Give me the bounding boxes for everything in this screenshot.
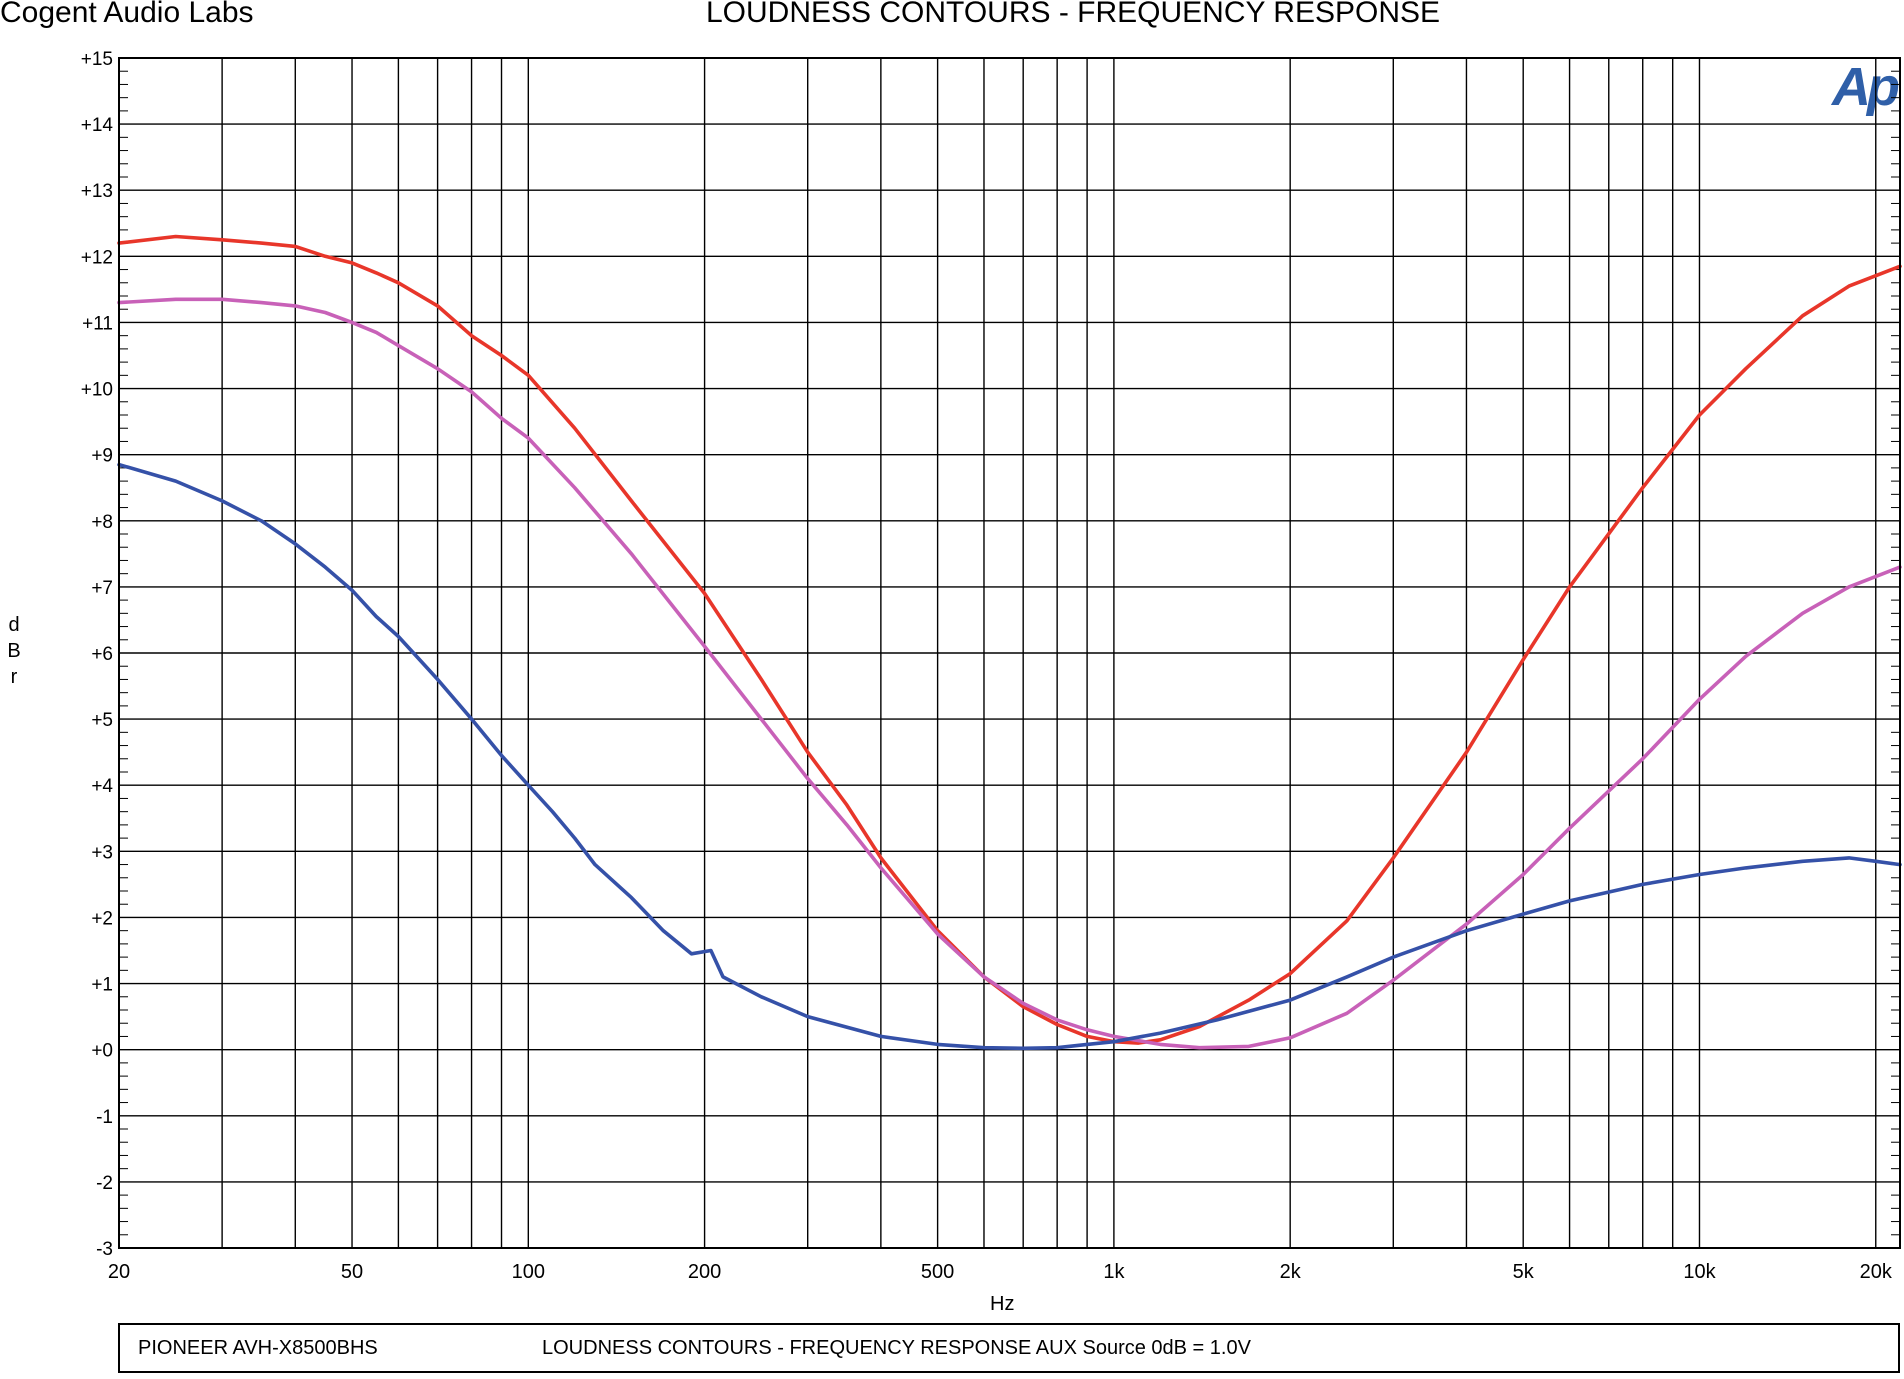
y-tick-label: +14 [81,115,114,136]
y-tick-label: +1 [91,975,113,996]
x-axis-label: Hz [990,1293,1015,1315]
x-tick-label: 50 [341,1261,363,1283]
y-tick-label: +11 [82,313,113,334]
x-tick-label: 2k [1280,1261,1302,1283]
series-lines [117,234,1902,1051]
x-tick-label: 100 [512,1261,545,1283]
series-line-2 [117,297,1902,1050]
plot-frame [118,57,1901,1249]
y-tick-label: +6 [91,644,113,665]
y-tick-label: +8 [91,512,113,533]
y-tick-label: -2 [96,1173,113,1194]
y-tick-label: +0 [91,1041,113,1062]
x-tick-label: 20 [108,1261,130,1283]
series-line-3 [117,462,1902,1051]
y-tick-label: +3 [91,842,113,863]
x-tick-label: 200 [688,1261,721,1283]
brand-name: Cogent Audio Labs [0,0,254,29]
y-tick-label: +12 [81,247,113,268]
y-tick-label: -1 [96,1107,113,1128]
chart-title: LOUDNESS CONTOURS - FREQUENCY RESPONSE [706,0,1441,29]
footer-description: LOUDNESS CONTOURS - FREQUENCY RESPONSE A… [542,1337,1251,1359]
x-tick-label: 20k [1860,1261,1893,1283]
y-tick-label: +10 [81,380,113,401]
y-tick-label: +13 [81,181,113,202]
x-tick-label: 1k [1103,1261,1125,1283]
x-tick-label: 500 [921,1261,954,1283]
grid-lines [119,58,1900,1248]
footer-info-box: PIONEER AVH-X8500BHS LOUDNESS CONTOURS -… [118,1323,1900,1373]
y-tick-label: +4 [91,776,113,797]
x-tick-label: 10k [1683,1261,1716,1283]
audio-precision-logo: Ap [1832,57,1900,117]
x-tick-label: 5k [1513,1261,1535,1283]
y-tick-label: +5 [91,710,113,731]
y-tick-label: +9 [91,446,113,467]
y-tick-label: +15 [81,49,113,70]
series-line-1 [117,234,1902,1045]
y-tick-label: +7 [91,578,113,599]
y-tick-label: +2 [91,908,113,929]
tick-labels: +15 +14 +13 +12 +11 +10 +9 +8 +7 +6 +5 +4 +3 +2 +1 +0 -1… [81,49,1893,1283]
y-tick-label: -3 [96,1239,113,1260]
footer-device-name: PIONEER AVH-X8500BHS [138,1337,378,1359]
